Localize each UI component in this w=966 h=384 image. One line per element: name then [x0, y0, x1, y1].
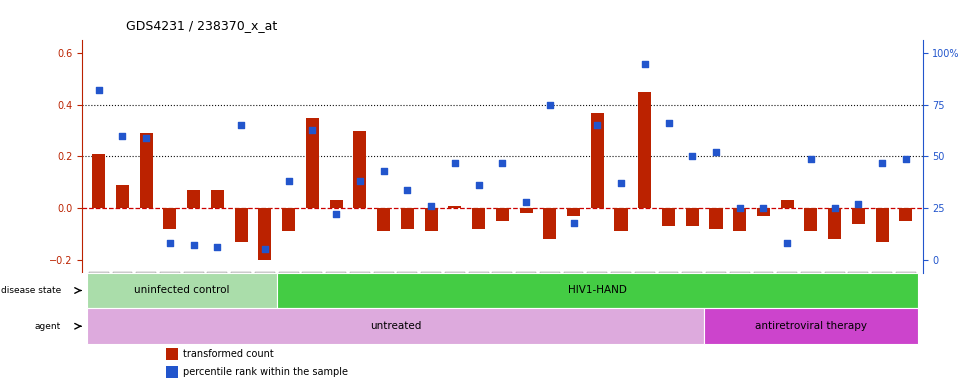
Point	[827, 205, 842, 211]
Point	[423, 203, 439, 209]
Bar	[472, 208, 485, 229]
Bar	[567, 208, 580, 216]
Text: percentile rank within the sample: percentile rank within the sample	[183, 367, 348, 377]
Bar	[329, 200, 343, 208]
Point	[685, 153, 700, 159]
Bar	[781, 200, 794, 208]
Point	[210, 244, 225, 250]
Bar	[662, 208, 675, 226]
Point	[637, 60, 652, 66]
Bar	[211, 190, 224, 208]
Point	[803, 156, 818, 162]
Text: transformed count: transformed count	[183, 349, 273, 359]
Bar	[377, 208, 390, 231]
Point	[898, 156, 914, 162]
Text: agent: agent	[35, 322, 61, 331]
Bar	[425, 208, 438, 231]
Bar	[87, 273, 277, 308]
Bar	[235, 208, 247, 242]
Point	[470, 182, 486, 189]
Text: antiretroviral therapy: antiretroviral therapy	[755, 321, 867, 331]
Point	[589, 122, 605, 129]
Bar	[496, 208, 509, 221]
Bar	[686, 208, 698, 226]
Point	[304, 127, 320, 133]
Point	[328, 211, 344, 217]
Bar	[543, 208, 556, 239]
Bar	[733, 208, 747, 231]
Point	[353, 178, 368, 184]
Bar	[258, 208, 271, 260]
Bar	[282, 208, 296, 231]
Point	[708, 149, 724, 156]
Point	[519, 199, 534, 205]
Point	[138, 135, 154, 141]
Text: HIV1-HAND: HIV1-HAND	[568, 285, 627, 296]
Bar	[92, 154, 105, 208]
Point	[234, 122, 249, 129]
Point	[376, 168, 391, 174]
Point	[400, 187, 415, 193]
Bar	[306, 118, 319, 208]
Bar	[828, 208, 841, 239]
Bar	[166, 348, 178, 361]
Bar	[875, 208, 889, 242]
Bar	[116, 185, 129, 208]
Point	[755, 205, 771, 211]
Point	[257, 246, 272, 252]
Point	[186, 242, 202, 248]
Bar	[187, 190, 200, 208]
Bar	[614, 208, 628, 231]
Bar	[709, 208, 723, 229]
Point	[874, 160, 890, 166]
Bar	[448, 205, 462, 208]
Bar	[852, 208, 865, 223]
Bar	[140, 133, 153, 208]
Point	[281, 178, 297, 184]
Point	[661, 120, 676, 126]
Point	[447, 160, 463, 166]
Text: untreated: untreated	[370, 321, 421, 331]
Bar	[277, 273, 918, 308]
Bar	[163, 208, 177, 229]
Point	[542, 102, 557, 108]
Bar	[166, 366, 178, 378]
Bar	[899, 208, 913, 221]
Text: GDS4231 / 238370_x_at: GDS4231 / 238370_x_at	[126, 19, 277, 32]
Point	[613, 180, 629, 186]
Point	[732, 205, 748, 211]
Point	[780, 240, 795, 246]
Bar	[704, 308, 918, 344]
Point	[115, 133, 130, 139]
Point	[162, 240, 178, 246]
Bar	[520, 208, 532, 213]
Bar	[354, 131, 366, 208]
Point	[91, 87, 106, 93]
Bar	[87, 308, 704, 344]
Bar	[639, 92, 651, 208]
Bar	[757, 208, 770, 216]
Bar	[591, 113, 604, 208]
Bar	[805, 208, 817, 231]
Bar	[401, 208, 413, 229]
Point	[851, 201, 867, 207]
Text: uninfected control: uninfected control	[134, 285, 230, 296]
Text: disease state: disease state	[1, 286, 61, 295]
Point	[495, 160, 510, 166]
Point	[566, 220, 582, 226]
